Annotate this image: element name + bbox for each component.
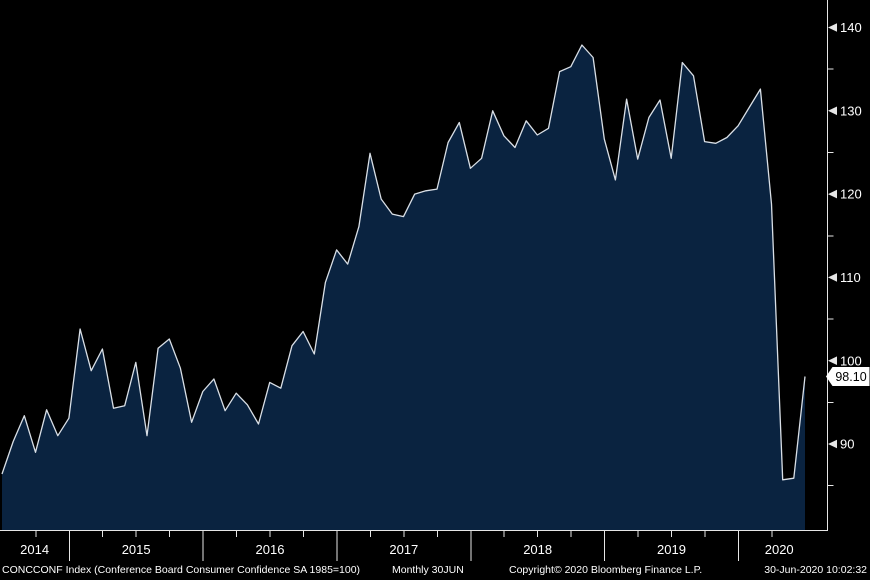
price-line (1, 44, 806, 481)
y-tick-label-110: 110 (840, 270, 861, 285)
y-major-tick-arrow-110 (828, 273, 837, 282)
year-label-2016: 2016 (256, 542, 285, 557)
y-tick-label-130: 130 (840, 103, 862, 118)
y-tick-label-100: 100 (840, 353, 862, 368)
year-label-2015: 2015 (122, 542, 151, 557)
year-label-2014: 2014 (20, 542, 49, 557)
last-price-badge-value: 98.10 (835, 370, 866, 384)
year-label-2017: 2017 (389, 542, 418, 557)
consumer-confidence-area-chart[interactable]: 90 100 110 120 130 140 2014 2015 2016 2017 2018 201… (0, 0, 870, 561)
y-major-tick-arrow-140 (828, 23, 837, 32)
year-label-2018: 2018 (523, 542, 552, 557)
footer-bar: CONCCONF Index (Conference Board Consume… (0, 561, 870, 580)
area-fill (2, 45, 805, 530)
footer-copyright: Copyright© 2020 Bloomberg Finance L.P. (509, 564, 703, 576)
footer-security-description: CONCCONF Index (Conference Board Consume… (2, 564, 361, 576)
chart-plot-area (1, 44, 806, 530)
y-major-tick-arrow-130 (828, 106, 837, 116)
last-price-badge: 98.10 (826, 367, 870, 386)
y-major-tick-arrow-90 (828, 439, 837, 449)
y-tick-label-140: 140 (840, 20, 862, 35)
y-tick-label-120: 120 (840, 187, 862, 202)
footer-periodicity: Monthly 30JUN (392, 564, 464, 576)
y-major-tick-arrow-100 (828, 356, 837, 365)
last-price-badge-shape (826, 367, 870, 386)
year-label-2019: 2019 (657, 542, 686, 557)
year-label-2020: 2020 (765, 542, 794, 557)
footer-timestamp: 30-Jun-2020 10:02:32 (764, 564, 867, 576)
y-tick-label-90: 90 (840, 437, 854, 452)
chart-axes: 90 100 110 120 130 140 2014 2015 2016 2017 2018 201… (0, 0, 862, 561)
y-major-tick-arrow-120 (828, 189, 837, 199)
